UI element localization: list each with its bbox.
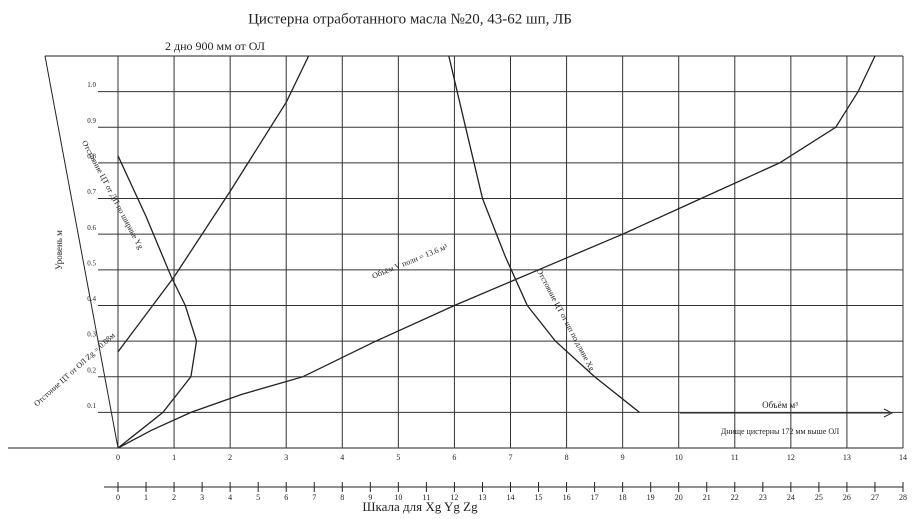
x2-tick-label: 1 — [144, 493, 148, 502]
y-tick-label: 0.1 — [87, 402, 96, 410]
x-tick-label: 2 — [228, 453, 232, 462]
y-axis-label: Уровень м — [54, 230, 64, 270]
x-tick-label: 12 — [787, 453, 795, 462]
x2-tick-label: 18 — [619, 493, 627, 502]
x-tick-label: 10 — [675, 453, 683, 462]
x2-tick-label: 7 — [312, 493, 316, 502]
x2-tick-label: 27 — [871, 493, 879, 502]
x2-tick-label: 9 — [368, 493, 372, 502]
x-tick-label: 13 — [843, 453, 851, 462]
curve — [117, 55, 310, 353]
chart-title: Цистерна отработанного масла №20, 43-62 … — [248, 11, 572, 27]
curve — [117, 155, 198, 449]
x2-tick-label: 28 — [899, 493, 907, 502]
x2-axis-label: Шкала для Xg Yg Zg — [362, 499, 478, 514]
x-tick-label: 6 — [452, 453, 456, 462]
y-tick-label: 0.4 — [87, 295, 96, 303]
curve-label: Отстояние ЦТ от шп по длине Xg — [535, 267, 597, 372]
x2-tick-label: 26 — [843, 493, 851, 502]
y-tick-label: 0.6 — [87, 224, 96, 232]
x-tick-label: 9 — [621, 453, 625, 462]
x2-tick-label: 22 — [731, 493, 739, 502]
curve-label: Отстоние ЦТ от ОЛ Zg = 0.08м — [32, 331, 117, 408]
x2-tick-label: 17 — [591, 493, 599, 502]
x2-tick-label: 15 — [535, 493, 543, 502]
x-axis-label: Объём м³ — [762, 400, 798, 410]
x2-tick-label: 3 — [200, 493, 204, 502]
x2-tick-label: 10 — [394, 493, 402, 502]
curve-label: Объём V полн = 13.6 м³ — [371, 242, 450, 281]
x-tick-label: 1 — [172, 453, 176, 462]
x-tick-label: 5 — [396, 453, 400, 462]
x2-tick-label: 2 — [172, 493, 176, 502]
x-tick-label: 4 — [340, 453, 344, 462]
curve — [448, 55, 640, 413]
subtitle: 2 дно 900 мм от ОЛ — [165, 39, 265, 53]
x2-tick-label: 5 — [256, 493, 260, 502]
y-tick-label: 0.2 — [87, 366, 96, 374]
x-tick-label: 14 — [899, 453, 907, 462]
x2-tick-label: 24 — [787, 493, 795, 502]
x2-tick-label: 19 — [647, 493, 655, 502]
arrow-head — [883, 408, 894, 418]
x2-tick-label: 25 — [815, 493, 823, 502]
x-tick-label: 3 — [284, 453, 288, 462]
x-tick-label: 11 — [731, 453, 739, 462]
x2-tick-label: 23 — [759, 493, 767, 502]
x2-tick-label: 13 — [478, 493, 486, 502]
x2-tick-label: 11 — [423, 493, 431, 502]
x2-tick-label: 12 — [450, 493, 458, 502]
y-tick-label: 0.7 — [87, 188, 96, 196]
y-tick-label: 1.0 — [87, 81, 96, 89]
x-tick-label: 0 — [116, 453, 120, 462]
y-tick-label: 0.8 — [87, 153, 96, 161]
bottom-note: Днище цистерны 172 мм выше ОЛ — [721, 427, 840, 436]
curve — [117, 55, 876, 449]
x2-tick-label: 21 — [703, 493, 711, 502]
x2-tick-label: 8 — [340, 493, 344, 502]
x2-tick-label: 4 — [228, 493, 232, 502]
y-tick-label: 0.3 — [87, 331, 96, 339]
x2-tick-label: 6 — [284, 493, 288, 502]
x-tick-label: 8 — [565, 453, 569, 462]
x2-tick-label: 14 — [507, 493, 515, 502]
x-tick-label: 7 — [509, 453, 513, 462]
y-tick-label: 0.9 — [87, 117, 96, 125]
y-tick-label: 0.5 — [87, 259, 96, 267]
x2-tick-label: 16 — [563, 493, 571, 502]
x2-tick-label: 0 — [116, 493, 120, 502]
x2-tick-label: 20 — [675, 493, 683, 502]
frame-left — [44, 55, 119, 449]
